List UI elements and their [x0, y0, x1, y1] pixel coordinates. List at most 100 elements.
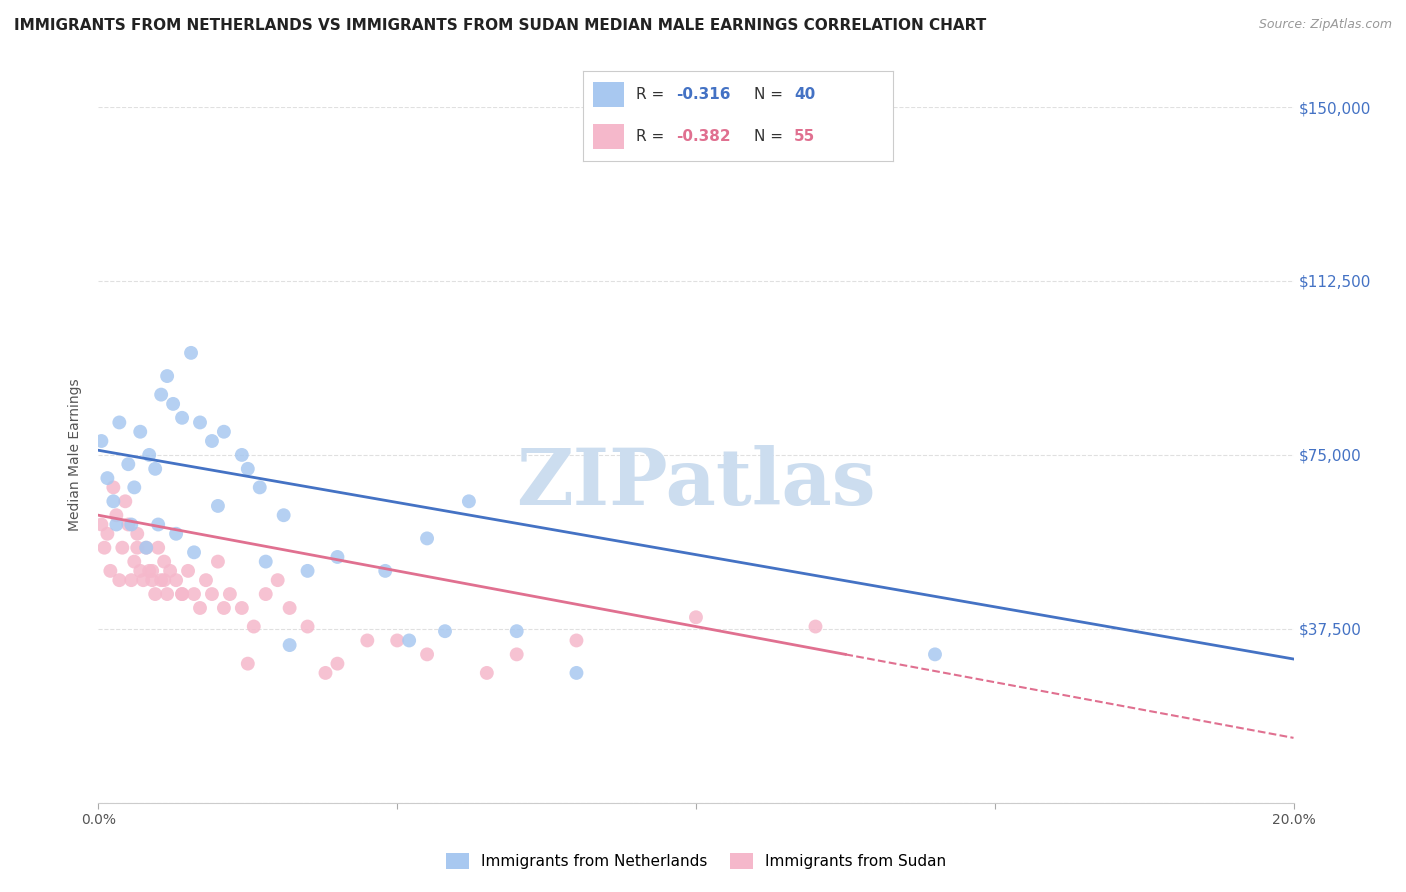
Point — [153, 555, 176, 569]
Point — [153, 573, 176, 587]
Point — [180, 346, 202, 360]
Text: N =: N = — [754, 87, 787, 102]
Point — [135, 541, 157, 555]
Text: ZIPatlas: ZIPatlas — [516, 445, 876, 521]
Point — [183, 545, 205, 559]
Point — [236, 657, 259, 671]
Point — [243, 619, 266, 633]
Point — [188, 416, 211, 430]
Point — [156, 587, 179, 601]
Point — [475, 665, 498, 680]
Point — [177, 564, 200, 578]
Point — [148, 517, 170, 532]
Point — [297, 619, 319, 633]
Point — [129, 425, 152, 439]
Point — [201, 587, 224, 601]
Point — [207, 555, 229, 569]
Point — [458, 494, 481, 508]
Point — [90, 517, 112, 532]
Point — [90, 434, 112, 448]
Point — [385, 633, 409, 648]
Point — [141, 564, 163, 578]
Point — [150, 387, 173, 401]
Point — [108, 573, 131, 587]
Point — [356, 633, 378, 648]
Point — [236, 462, 259, 476]
Point — [135, 541, 157, 555]
Point — [212, 425, 235, 439]
Point — [416, 648, 439, 662]
Point — [124, 555, 146, 569]
Point — [120, 517, 142, 532]
Point — [924, 648, 946, 662]
Point — [254, 555, 277, 569]
Point — [96, 526, 118, 541]
Point — [506, 624, 529, 639]
Point — [143, 587, 166, 601]
Point — [93, 541, 115, 555]
Point — [108, 416, 131, 430]
Point — [231, 601, 253, 615]
Point — [565, 665, 588, 680]
Point — [172, 587, 194, 601]
Point — [103, 480, 125, 494]
Point — [804, 619, 827, 633]
Point — [100, 564, 122, 578]
Text: 40: 40 — [794, 87, 815, 102]
Point — [314, 665, 337, 680]
Point — [127, 526, 149, 541]
Y-axis label: Median Male Earnings: Median Male Earnings — [69, 378, 83, 532]
FancyBboxPatch shape — [593, 124, 624, 149]
Point — [219, 587, 242, 601]
Point — [374, 564, 396, 578]
Point — [105, 517, 128, 532]
Point — [273, 508, 295, 523]
Point — [254, 587, 277, 601]
Point — [117, 517, 139, 532]
Point — [416, 532, 439, 546]
Point — [201, 434, 224, 448]
Point — [165, 573, 187, 587]
Point — [127, 541, 149, 555]
Point — [138, 564, 160, 578]
Point — [165, 526, 187, 541]
Point — [150, 573, 173, 587]
Point — [195, 573, 218, 587]
Point — [159, 564, 181, 578]
Text: -0.316: -0.316 — [676, 87, 731, 102]
Text: N =: N = — [754, 129, 787, 144]
Point — [433, 624, 456, 639]
Point — [105, 508, 128, 523]
Point — [96, 471, 118, 485]
Text: R =: R = — [636, 129, 669, 144]
Point — [111, 541, 134, 555]
Point — [148, 541, 170, 555]
Point — [188, 601, 211, 615]
Point — [685, 610, 707, 624]
Point — [207, 499, 229, 513]
Point — [117, 457, 139, 471]
Point — [398, 633, 420, 648]
Point — [132, 573, 155, 587]
FancyBboxPatch shape — [593, 82, 624, 107]
Point — [162, 397, 184, 411]
Point — [172, 587, 194, 601]
Point — [172, 410, 194, 425]
Point — [326, 657, 349, 671]
Text: IMMIGRANTS FROM NETHERLANDS VS IMMIGRANTS FROM SUDAN MEDIAN MALE EARNINGS CORREL: IMMIGRANTS FROM NETHERLANDS VS IMMIGRANT… — [14, 18, 987, 33]
Point — [120, 573, 142, 587]
Point — [267, 573, 290, 587]
Text: R =: R = — [636, 87, 669, 102]
Point — [138, 448, 160, 462]
Point — [231, 448, 253, 462]
Point — [129, 564, 152, 578]
Point — [565, 633, 588, 648]
Point — [114, 494, 136, 508]
Point — [326, 549, 349, 564]
Point — [212, 601, 235, 615]
Point — [103, 494, 125, 508]
Point — [124, 480, 146, 494]
Point — [506, 648, 529, 662]
Point — [156, 369, 179, 384]
Point — [141, 573, 163, 587]
